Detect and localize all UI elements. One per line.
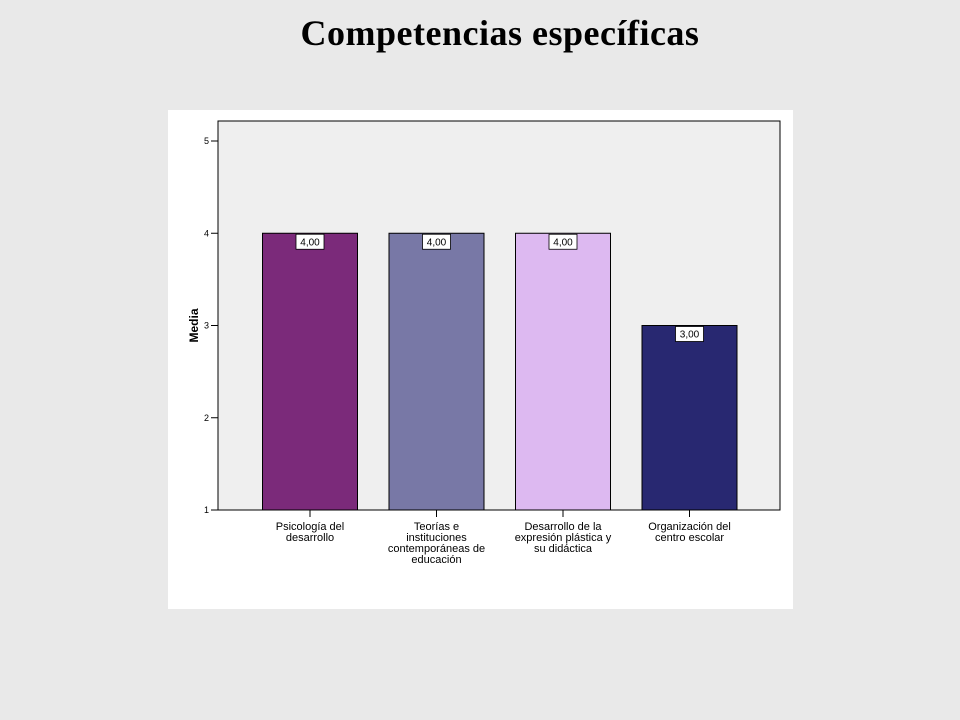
bar: [641, 325, 738, 511]
data-label: 3,00: [680, 330, 700, 341]
y-tick-label: 2: [204, 413, 209, 423]
y-tick-label: 3: [204, 321, 209, 331]
x-category-label: Teorías e: [414, 521, 459, 533]
x-category-label: desarrollo: [286, 532, 334, 544]
y-tick-label: 5: [204, 136, 209, 146]
data-label-box: [548, 233, 578, 250]
data-label: 4,00: [553, 237, 573, 248]
x-category-label: su didáctica: [534, 543, 593, 555]
x-category-label: expresión plástica y: [515, 532, 612, 544]
x-category-label: contemporáneas de: [388, 543, 485, 555]
x-category-label: Organización del: [648, 521, 731, 533]
bar: [515, 232, 611, 511]
x-category-label: instituciones: [406, 532, 467, 544]
y-tick-label: 1: [204, 505, 209, 515]
data-label-box: [422, 233, 451, 250]
x-category-label: Psicología del: [276, 521, 345, 533]
bar: [262, 232, 358, 511]
x-category-label: Desarrollo de la: [524, 521, 602, 533]
data-label-box: [675, 326, 704, 342]
data-label-box: [295, 233, 325, 250]
data-label: 4,00: [300, 237, 320, 248]
x-category-label: centro escolar: [655, 532, 724, 544]
y-axis-title: Media: [187, 308, 201, 342]
chart-panel: 1 2 3 4 5 Media 4,00 Psicología del desarrollo 4,…: [168, 110, 793, 609]
slide-title: Competencias específicas: [300, 13, 700, 53]
x-category-label: educación: [411, 554, 461, 566]
data-label: 4,00: [427, 237, 447, 248]
y-tick-label: 4: [204, 228, 209, 238]
bar: [388, 232, 485, 511]
